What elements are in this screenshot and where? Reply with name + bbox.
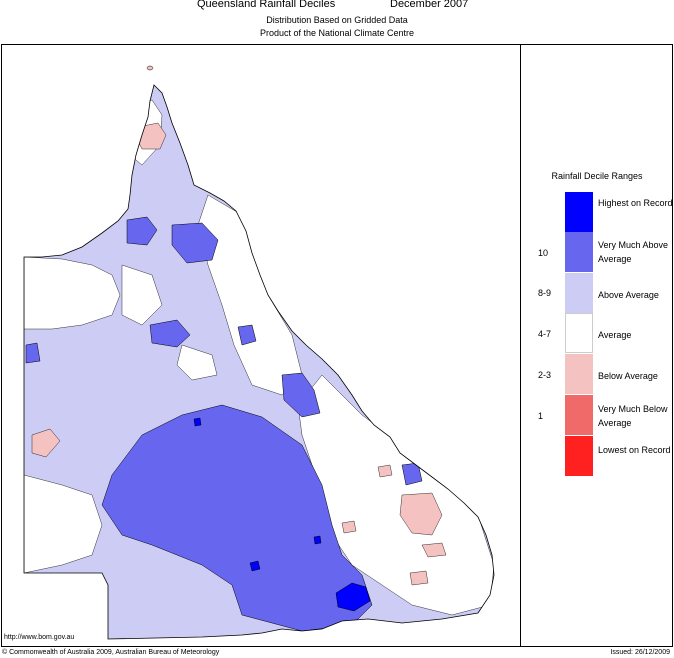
legend-label-average: Average <box>598 330 632 340</box>
legend-label-below: Below Average <box>598 371 658 381</box>
legend-label-highest: Highest on Record <box>598 198 673 208</box>
legend-swatch-average <box>565 313 593 353</box>
queensland-map <box>23 65 495 640</box>
legend-code-very-much-below: 1 <box>538 411 544 421</box>
source-url: http://www.bom.gov.au <box>4 634 75 641</box>
map-subtitle-product: Product of the National Climate Centre <box>259 28 415 38</box>
map-title: Queensland Rainfall Deciles <box>197 0 336 10</box>
legend-swatch-above <box>565 273 593 313</box>
legend-label-above: Above Average <box>598 290 659 300</box>
legend-code-very-much-above: 10 <box>538 248 549 258</box>
legend-swatch-very-much-above <box>565 232 593 272</box>
legend-swatch-below <box>565 354 593 394</box>
legend-swatch-very-much-below <box>565 395 593 435</box>
legend-swatch-highest <box>565 192 593 232</box>
map-frame <box>1 44 673 647</box>
legend-code-average: 4-7 <box>538 329 552 339</box>
legend-divider <box>520 44 521 647</box>
map-subtitle-distribution: Distribution Based on Gridded Data <box>266 15 408 25</box>
issued-date: Issued: 26/12/2009 <box>610 649 670 656</box>
map-period: December 2007 <box>390 0 469 10</box>
legend-swatch-lowest <box>565 436 593 476</box>
legend-code-above: 8-9 <box>538 288 552 298</box>
legend-label-very-much-below: Very Much Below Average <box>598 404 668 428</box>
legend-label-lowest: Lowest on Record <box>598 445 671 455</box>
legend-label-very-much-above: Very Much Above Average <box>598 240 669 264</box>
copyright-notice: © Commonwealth of Australia 2009, Austra… <box>2 649 220 656</box>
legend-title: Rainfall Decile Ranges <box>551 171 643 181</box>
legend-code-below: 2-3 <box>538 370 552 380</box>
